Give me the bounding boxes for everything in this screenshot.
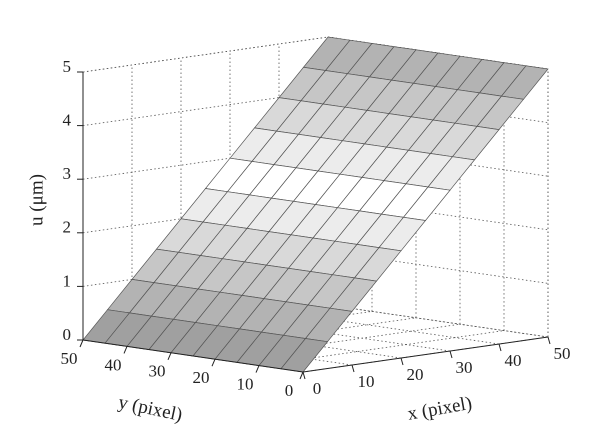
x-tick-label: 0 (313, 379, 322, 398)
x-tick (400, 357, 404, 366)
x-tick (351, 364, 355, 373)
y-tick-label: 20 (193, 368, 210, 387)
x-tick (498, 343, 502, 352)
x-tick (547, 336, 551, 345)
y-tick-label: 0 (285, 381, 294, 400)
z-tick-label: 5 (63, 57, 72, 76)
x-tick-label: 10 (358, 372, 375, 391)
grid-line (82, 143, 329, 180)
x-axis-label: x (pixel) (406, 393, 474, 425)
grid-line (82, 197, 329, 234)
y-tick (255, 365, 260, 373)
z-tick-label: 1 (63, 271, 72, 290)
y-tick-label: 40 (105, 355, 122, 374)
y-tick (123, 346, 128, 354)
x-tick (302, 371, 306, 380)
y-tick-label: 50 (61, 349, 78, 368)
z-tick-label: 4 (63, 111, 72, 130)
y-axis-label: y (pixel) (116, 392, 184, 426)
x-tick-label: 30 (456, 358, 473, 377)
z-tick-label: 2 (63, 218, 72, 237)
grid-line (82, 90, 329, 126)
grid-line (82, 36, 329, 73)
x-tick-label: 40 (505, 351, 522, 370)
y-tick-label: 30 (149, 362, 166, 381)
x-tick (449, 350, 453, 359)
z-axis-label: u (μm) (26, 174, 47, 226)
y-axis (82, 339, 304, 373)
z-tick-label: 3 (63, 164, 72, 183)
y-tick (167, 352, 172, 360)
y-tick (79, 339, 84, 348)
y-tick-label: 10 (237, 375, 254, 394)
x-tick-label: 50 (554, 344, 571, 363)
z-tick-label: 0 (63, 325, 72, 344)
grid-line (82, 251, 329, 287)
y-tick (299, 371, 304, 380)
x-tick-label: 20 (407, 365, 424, 384)
grid-line (327, 304, 549, 338)
y-tick (211, 359, 216, 367)
x-axis (302, 336, 549, 373)
